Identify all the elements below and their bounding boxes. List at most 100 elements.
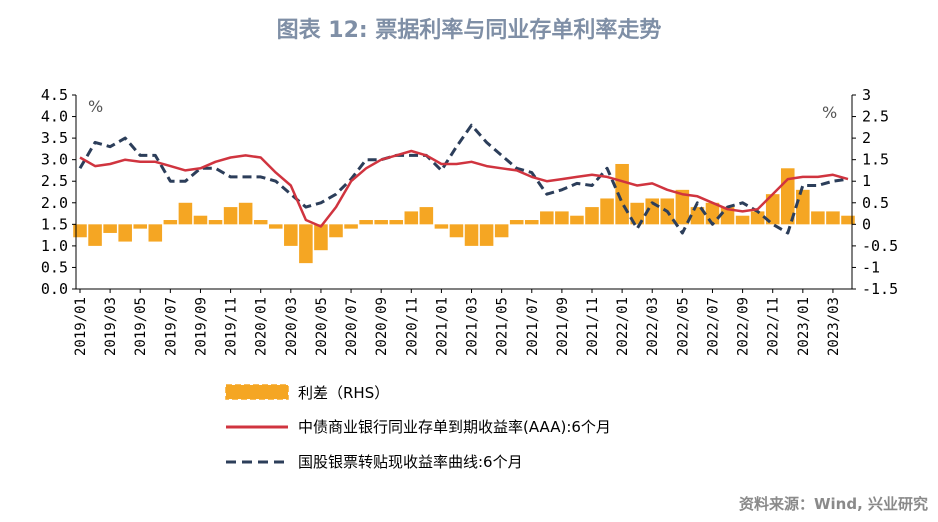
spread-bar (555, 211, 569, 225)
left-tick-label: 3.5 (41, 129, 68, 147)
x-tick-label: 2019/09 (193, 297, 209, 356)
spread-bar (103, 224, 117, 233)
spread-bar (720, 207, 735, 225)
spread-bar (419, 207, 434, 225)
spread-bar (509, 220, 524, 225)
x-tick-label: 2022/01 (615, 297, 631, 356)
left-tick-label: 2.0 (41, 194, 68, 212)
chart-title: 图表 12: 票据利率与同业存单利率走势 (276, 18, 662, 43)
x-tick-label: 2022/05 (675, 297, 691, 356)
spread-bar (841, 215, 855, 225)
spread-bar (314, 224, 328, 251)
x-tick-label: 2019/03 (103, 297, 119, 356)
right-tick-label: 1.5 (862, 151, 889, 169)
legend-label-ncd: 中债商业银行同业存单到期收益率(AAA):6个月 (298, 418, 611, 436)
legend-swatch-spread (225, 384, 289, 400)
legend-label-spread: 利差（RHS） (298, 384, 389, 402)
right-tick-label: 1 (862, 172, 871, 190)
ncd-rate-line (79, 149, 849, 228)
spread-bar (253, 220, 268, 225)
x-tick-label: 2020/07 (344, 297, 360, 356)
x-tick-label: 2019/05 (133, 297, 149, 356)
left-tick-label: 3.0 (41, 151, 68, 169)
spread-bar (133, 224, 148, 229)
x-tick-label: 2020/01 (254, 297, 270, 356)
spread-bar (570, 215, 584, 225)
spread-bar (238, 202, 253, 225)
x-tick-label: 2019/01 (73, 297, 89, 356)
left-tick-label: 1.0 (41, 237, 68, 255)
spread-bar (163, 220, 178, 225)
spread-bar (268, 224, 283, 229)
x-tick-label: 2021/11 (585, 297, 601, 356)
spread-bar (404, 211, 419, 225)
lines (78, 123, 849, 235)
left-tick-label: 1.5 (41, 215, 68, 233)
source-note: 资料来源：Wind, 兴业研究 (739, 495, 928, 513)
spread-bar (359, 220, 373, 225)
left-tick-label: 4.5 (41, 86, 68, 104)
x-tick-label: 2019/11 (224, 297, 240, 356)
x-tick-label: 2020/11 (404, 297, 420, 356)
spread-bar (389, 220, 404, 225)
right-tick-label: 3 (862, 86, 871, 104)
spread-bar (765, 194, 780, 225)
spread-bar (374, 220, 388, 225)
x-tick-label: 2021/01 (434, 297, 450, 356)
x-tick-label: 2022/03 (645, 297, 661, 356)
x-tick-label: 2021/07 (525, 297, 541, 356)
spread-bar (178, 202, 193, 225)
spread-bar (299, 224, 313, 264)
left-tick-label: 2.5 (41, 172, 68, 190)
spread-bar (329, 224, 343, 238)
x-tick-label: 2022/07 (705, 297, 721, 356)
spread-bar (600, 198, 614, 225)
x-tick-label: 2023/01 (796, 297, 812, 356)
right-tick-label: 0 (862, 215, 871, 233)
spread-bar (735, 215, 750, 225)
right-tick-label: 2 (862, 129, 871, 147)
spread-bar (796, 189, 810, 225)
x-tick-label: 2023/03 (826, 297, 842, 356)
spread-bar (434, 224, 449, 229)
spread-bar (811, 211, 825, 225)
spread-bar (675, 189, 690, 225)
left-tick-label: 0.5 (41, 258, 68, 276)
spread-bar (585, 207, 599, 225)
x-tick-label: 2020/03 (284, 297, 300, 356)
spread-bar (284, 224, 298, 246)
spread-bar (524, 220, 539, 225)
x-tick-label: 2020/05 (314, 297, 330, 356)
x-tick-label: 2019/07 (163, 297, 179, 356)
spread-bar (449, 224, 464, 238)
x-tick-label: 2021/03 (465, 297, 481, 356)
x-tick-label: 2022/09 (736, 297, 752, 356)
axes: 0.0 0.5 1.0 1.5 2.0 2.5 3.0 3.5 4.0 4.5 -1.5 -1 -0.5… (41, 86, 898, 356)
spread-bar (88, 224, 102, 246)
x-tick-label: 2022/11 (766, 297, 782, 356)
spread-bar (118, 224, 132, 242)
right-tick-label: -0.5 (862, 237, 898, 255)
right-tick-label: 2.5 (862, 108, 889, 126)
left-tick-label: 4.0 (41, 108, 68, 126)
legend-label-bill: 国股银票转贴现收益率曲线:6个月 (298, 453, 523, 471)
spread-bar (750, 211, 765, 225)
x-tick-label: 2021/05 (495, 297, 511, 356)
right-unit-label: % (822, 103, 837, 122)
x-tick-label: 2020/09 (374, 297, 390, 356)
spread-bar (630, 202, 644, 225)
bill-rate-line (78, 123, 849, 235)
spread-bar (208, 220, 223, 225)
spread-bars (73, 163, 855, 264)
spread-bar (148, 224, 163, 242)
spread-bar (193, 215, 208, 225)
spread-bar (540, 211, 554, 225)
right-tick-label: -1 (862, 258, 880, 276)
spread-bar (690, 207, 705, 225)
left-tick-label: 0.0 (41, 280, 68, 298)
spread-bar (494, 224, 509, 238)
right-tick-label: -1.5 (862, 280, 898, 298)
x-tick-label: 2021/09 (555, 297, 571, 356)
spread-bar (344, 224, 358, 229)
